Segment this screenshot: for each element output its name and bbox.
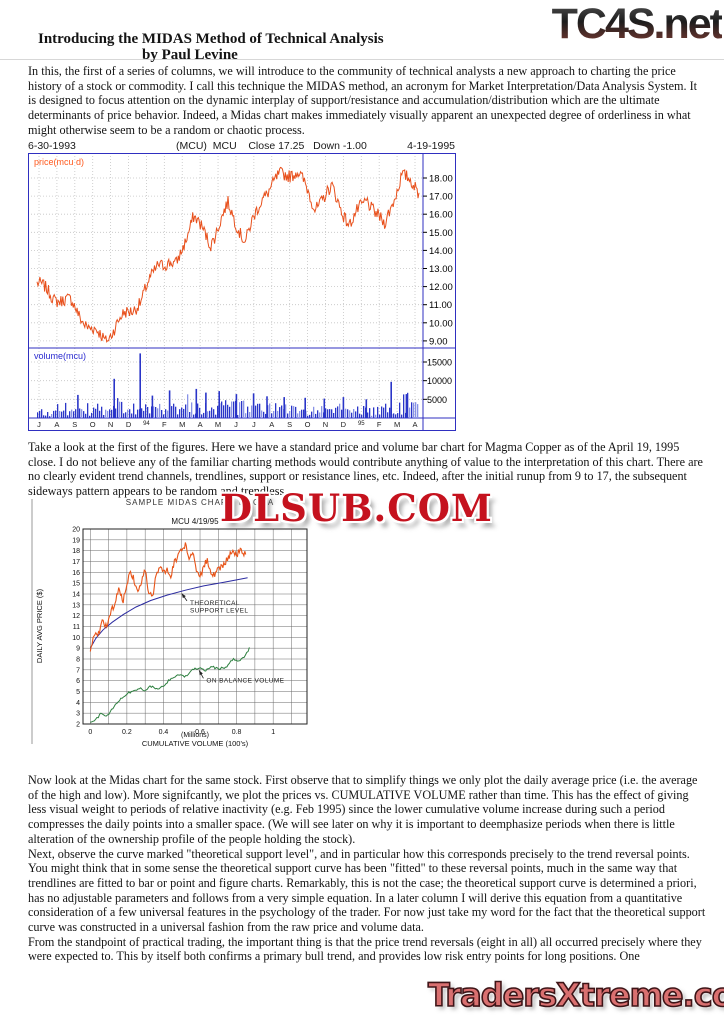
chart-end-date: 4-19-1995 xyxy=(407,140,455,152)
midas-chart: 2 3 4 5 6 7 8 9 10 11 12 13 14 15 16 17 18 19 20 0 0.2 0.4 0.6… xyxy=(30,494,340,772)
paragraph-practical-trading: From the standpoint of practical trading… xyxy=(28,934,702,964)
price-volume-plot: 18.00 17.00 16.00 15.00 14.00 13.00 12.00 11.00… xyxy=(29,154,455,430)
chart-quote-info: (MCU) MCU Close 17.25 Down -1.00 xyxy=(176,140,367,152)
svg-text:0.2: 0.2 xyxy=(122,729,132,736)
price-volume-chart: 6-30-1993 (MCU) MCU Close 17.25 Down -1.… xyxy=(28,140,456,431)
svg-text:A: A xyxy=(269,420,274,429)
svg-text:ON BALANCE VOLUME: ON BALANCE VOLUME xyxy=(206,677,284,684)
svg-text:0.4: 0.4 xyxy=(159,729,169,736)
svg-text:M: M xyxy=(215,420,221,429)
svg-text:J: J xyxy=(37,420,41,429)
tradersxtreme-logo: TradersXtreme.com xyxy=(427,975,724,1015)
svg-text:11.00: 11.00 xyxy=(429,300,452,311)
paragraph-midas-explained: Now look at the Midas chart for the same… xyxy=(28,773,698,846)
svg-text:13: 13 xyxy=(72,602,80,609)
svg-text:MCU 4/19/95: MCU 4/19/95 xyxy=(171,517,219,526)
svg-text:6: 6 xyxy=(76,678,80,685)
svg-text:O: O xyxy=(305,420,311,429)
svg-text:3: 3 xyxy=(76,711,80,718)
midas-plot: 2 3 4 5 6 7 8 9 10 11 12 13 14 15 16 17 18 19 20 0 0.2 0.4 0.6… xyxy=(31,498,308,748)
svg-text:12: 12 xyxy=(72,613,80,620)
svg-text:CUMULATIVE VOLUME (100's): CUMULATIVE VOLUME (100's) xyxy=(142,739,249,748)
svg-text:A: A xyxy=(54,420,59,429)
svg-text:13.00: 13.00 xyxy=(429,264,453,275)
svg-text:M: M xyxy=(179,420,185,429)
svg-text:14.00: 14.00 xyxy=(429,246,453,257)
svg-text:14: 14 xyxy=(72,592,80,599)
svg-text:S: S xyxy=(72,420,77,429)
svg-text:15000: 15000 xyxy=(427,358,452,368)
svg-text:11: 11 xyxy=(73,624,80,631)
svg-text:15.00: 15.00 xyxy=(429,228,453,239)
svg-text:(Millions): (Millions) xyxy=(181,732,209,739)
paragraph-block: Now look at the Midas chart for the same… xyxy=(28,773,708,964)
svg-text:2: 2 xyxy=(76,722,80,729)
svg-text:0.8: 0.8 xyxy=(232,729,242,736)
svg-text:F: F xyxy=(162,420,167,429)
svg-text:SUPPORT LEVEL: SUPPORT LEVEL xyxy=(190,607,248,614)
paragraph-figure1: Take a look at the first of the figures.… xyxy=(28,440,703,499)
chart-start-date: 6-30-1993 xyxy=(28,140,76,152)
svg-text:9: 9 xyxy=(76,646,80,653)
svg-text:S: S xyxy=(287,420,292,429)
article-byline: by Paul Levine xyxy=(142,47,238,63)
chart-header-row: 6-30-1993 (MCU) MCU Close 17.25 Down -1.… xyxy=(28,140,456,152)
svg-text:DAILY AVG PRICE ($): DAILY AVG PRICE ($) xyxy=(35,588,44,663)
svg-text:10: 10 xyxy=(72,635,80,642)
svg-text:17: 17 xyxy=(72,559,80,566)
svg-text:price(mcu d): price(mcu d) xyxy=(34,157,84,167)
svg-text:N: N xyxy=(108,420,113,429)
svg-text:16.00: 16.00 xyxy=(429,210,453,221)
svg-text:THEORETICAL: THEORETICAL xyxy=(190,600,240,607)
svg-text:20: 20 xyxy=(72,527,80,534)
chart-frame: 18.00 17.00 16.00 15.00 14.00 13.00 12.00 11.00… xyxy=(28,153,456,431)
svg-text:5000: 5000 xyxy=(427,395,447,405)
svg-text:9.00: 9.00 xyxy=(429,336,448,347)
svg-text:94: 94 xyxy=(143,421,150,427)
paragraph-intro: In this, the first of a series of column… xyxy=(28,64,698,137)
svg-text:A: A xyxy=(198,420,203,429)
svg-text:F: F xyxy=(377,420,382,429)
svg-text:17.00: 17.00 xyxy=(429,192,453,203)
svg-text:A: A xyxy=(412,420,417,429)
svg-text:12.00: 12.00 xyxy=(429,282,453,293)
svg-text:10.00: 10.00 xyxy=(429,318,453,329)
svg-text:D: D xyxy=(126,420,132,429)
svg-text:J: J xyxy=(252,420,256,429)
article-title: Introducing the MIDAS Method of Technica… xyxy=(38,31,384,47)
svg-text:95: 95 xyxy=(358,421,365,427)
svg-text:4: 4 xyxy=(76,700,80,707)
svg-text:10000: 10000 xyxy=(427,376,452,386)
svg-text:18.00: 18.00 xyxy=(429,174,453,185)
svg-text:SAMPLE MIDAS CHART: MAGMA: SAMPLE MIDAS CHART: MAGMA xyxy=(126,498,274,507)
svg-text:M: M xyxy=(394,420,400,429)
tc4s-logo: TC4S.net xyxy=(551,0,724,48)
dlsub-watermark: DLSUB.COM xyxy=(220,486,493,530)
svg-text:N: N xyxy=(323,420,328,429)
svg-text:8: 8 xyxy=(76,657,80,664)
paragraph-support-curve: Next, observe the curve marked "theoreti… xyxy=(28,846,706,935)
svg-text:volume(mcu): volume(mcu) xyxy=(34,351,86,361)
svg-text:16: 16 xyxy=(72,570,80,577)
svg-text:1: 1 xyxy=(271,729,275,736)
svg-text:5: 5 xyxy=(76,689,80,696)
svg-text:7: 7 xyxy=(76,667,80,674)
svg-text:0.6: 0.6 xyxy=(195,729,205,736)
svg-text:D: D xyxy=(341,420,347,429)
svg-text:0: 0 xyxy=(88,729,92,736)
svg-text:15: 15 xyxy=(72,581,80,588)
header-divider xyxy=(0,59,724,60)
svg-text:19: 19 xyxy=(72,537,80,544)
svg-text:O: O xyxy=(90,420,96,429)
svg-text:18: 18 xyxy=(72,548,80,555)
svg-text:J: J xyxy=(234,420,238,429)
